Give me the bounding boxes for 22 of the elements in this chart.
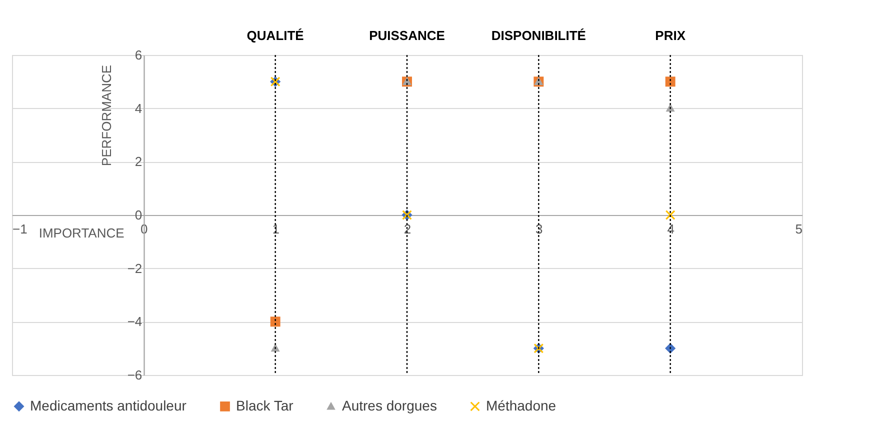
ref-line-label: DISPONIBILITÉ — [491, 28, 586, 43]
x-tick-label: 5 — [795, 222, 802, 236]
y-axis-title: PERFORMANCE — [99, 64, 114, 166]
legend-label: Autres dorgues — [342, 398, 437, 414]
ref-line-label: PRIX — [655, 28, 686, 43]
legend-label: Méthadone — [486, 397, 556, 414]
x-tick-label: 1 — [272, 222, 280, 236]
legend-label: Black Tar — [236, 397, 294, 414]
y-tick-label: −2 — [127, 260, 142, 276]
ref-line-label: PUISSANCE — [369, 28, 446, 43]
y-tick-label: −4 — [127, 314, 142, 330]
y-tick-label: 2 — [134, 154, 142, 170]
x-tick-label: 3 — [536, 222, 543, 236]
y-tick-label: 4 — [134, 100, 142, 116]
y-tick-label: 6 — [134, 48, 142, 62]
y-tick-label: −6 — [127, 368, 142, 382]
y-tick-label: 0 — [134, 208, 142, 222]
x-tick-label: −1 — [12, 222, 28, 236]
ref-line-label: QUALITÉ — [246, 28, 304, 43]
x-tick-label: 4 — [667, 222, 674, 236]
legend-label: Medicaments antidouleur — [30, 397, 187, 414]
x-axis-title: IMPORTANCE — [38, 226, 125, 240]
